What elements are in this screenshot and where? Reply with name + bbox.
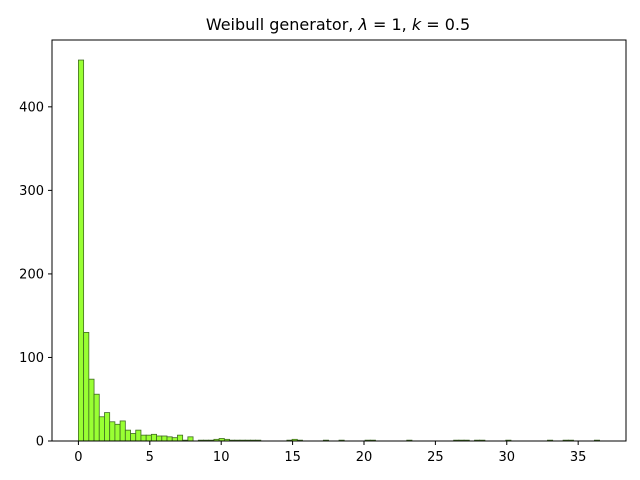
histogram-bar [150,433,157,442]
x-tick-label: 20 [356,450,373,465]
histogram-bar [166,436,173,442]
histogram-bar [78,59,85,442]
histogram-bar [88,378,95,442]
histogram-bar [104,412,111,442]
y-tick-label: 100 [19,351,44,366]
chart-title: Weibull generator, λ = 1, k = 0.5 [206,15,470,34]
y-tick-label: 200 [19,267,44,282]
x-tick-label: 35 [570,450,587,465]
histogram-bar [140,434,147,442]
x-tick-label: 15 [284,450,301,465]
histogram-bar [156,435,163,442]
histogram-bar [98,416,105,442]
x-tick-label: 30 [499,450,516,465]
x-tick-label: 10 [213,450,230,465]
histogram-bar [124,429,131,442]
histogram-bar [135,429,142,442]
y-axis-ticks: 0 100 200 300 400 [19,100,52,450]
plot-frame [51,39,627,442]
histogram-bar [109,421,116,442]
x-tick-label: 25 [427,450,444,465]
y-tick-label: 0 [36,435,44,450]
y-tick-label: 400 [19,100,44,115]
histogram-bar [171,437,178,442]
x-tick-label: 0 [74,450,82,465]
histogram-bar [93,393,100,442]
histogram-bar [145,434,152,442]
y-tick-label: 300 [19,184,44,199]
histogram-bar [114,423,121,442]
histogram-bar [161,435,168,442]
x-axis-ticks: 0 5 10 15 20 25 30 35 [74,441,586,465]
histogram-bar [187,436,194,442]
histogram-bar [130,433,137,442]
histogram-bar [119,420,126,442]
histogram-bar [83,331,90,442]
histogram-bar [177,434,184,442]
x-tick-label: 5 [146,450,154,465]
